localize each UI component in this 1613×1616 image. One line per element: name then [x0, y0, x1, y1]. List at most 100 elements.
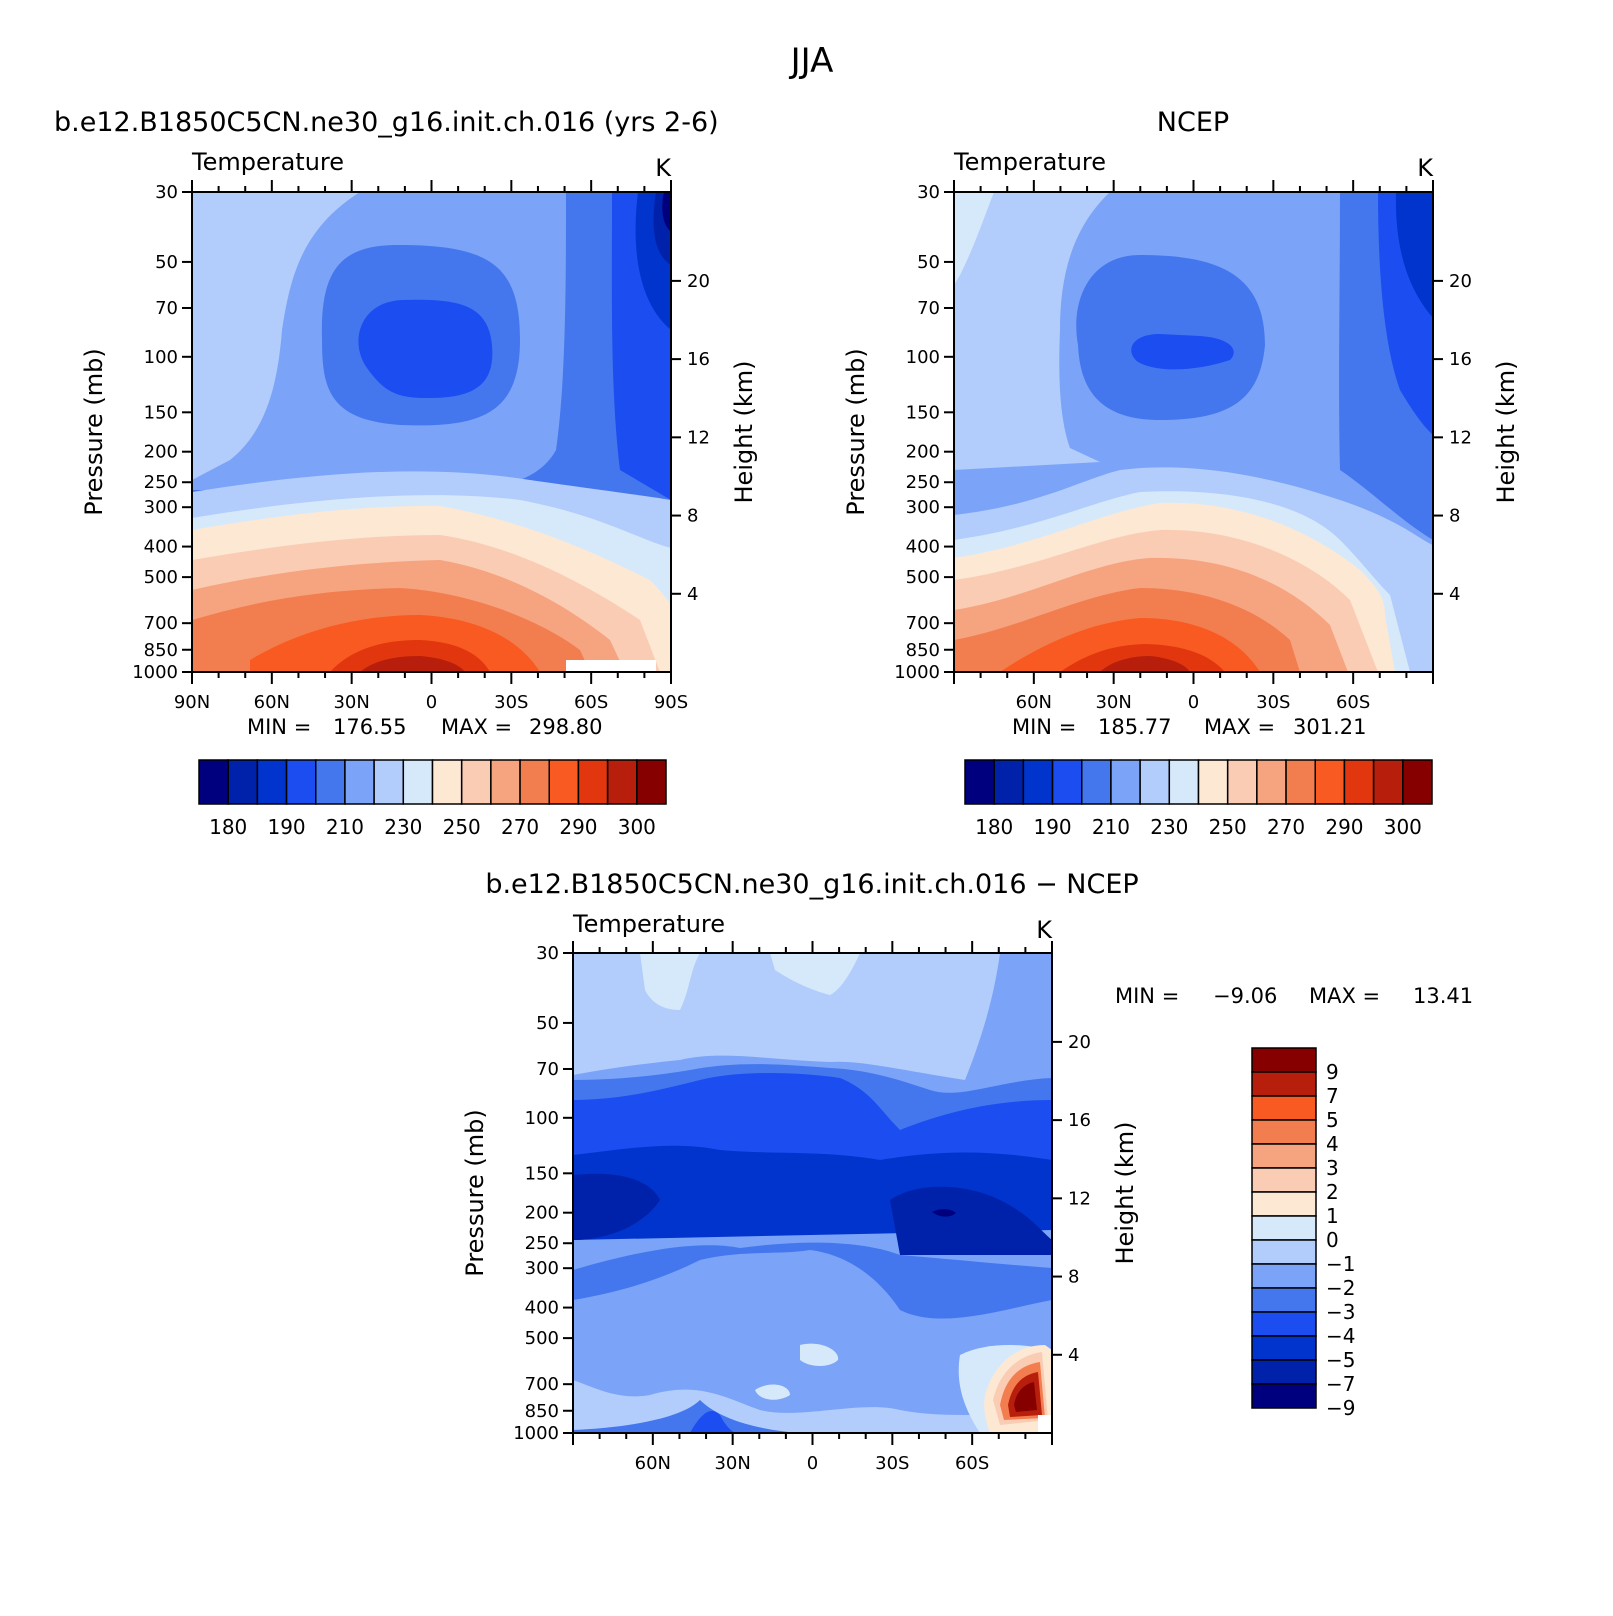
colorbar-label: 2	[1326, 1180, 1339, 1204]
y-tick-label: 70	[917, 298, 940, 319]
colorbar-label: −3	[1326, 1300, 1355, 1324]
colorbar-label: 210	[326, 815, 364, 839]
colorbar-box	[1314, 759, 1346, 805]
colorbar-box	[1251, 1191, 1317, 1217]
panel-model-contours	[192, 192, 671, 672]
y-tick-label: 100	[525, 1108, 559, 1129]
contour-band	[1131, 334, 1234, 370]
panel-ncep-contours	[954, 192, 1433, 672]
colorbar-label: 180	[975, 815, 1013, 839]
colorbar-box	[256, 759, 288, 805]
colorbar-box	[1251, 1311, 1317, 1337]
colorbar-label: 4	[1326, 1132, 1339, 1156]
y-tick-label: 700	[906, 613, 940, 634]
colorbar-label: 230	[1150, 815, 1188, 839]
colorbar-box	[1251, 1287, 1317, 1313]
y-tick-label: 850	[525, 1401, 559, 1422]
y-tick-label: 700	[144, 613, 178, 634]
y-tick-label: 70	[155, 298, 178, 319]
contour-band	[573, 1400, 800, 1433]
y-tick-label: 400	[906, 537, 940, 558]
y-tick-label: 200	[525, 1203, 559, 1224]
colorbar-box	[1051, 759, 1083, 805]
y-tick-label: 100	[144, 347, 178, 368]
panel-ncep-colorbar: 180 190 210 230 250 270 290 300	[964, 759, 1433, 839]
y-tick-label: 850	[144, 640, 178, 661]
y-tick-label: 50	[536, 1013, 559, 1034]
colorbar-box	[460, 759, 492, 805]
colorbar-label: −4	[1326, 1324, 1355, 1348]
colorbar-label: −9	[1326, 1396, 1355, 1420]
panel-difference: b.e12.B1850C5CN.ne30_g16.init.ch.016 − N…	[461, 869, 1473, 1474]
colorbar-label: 230	[384, 815, 422, 839]
colorbar-label: 7	[1326, 1084, 1339, 1108]
y-tick-label: 70	[536, 1059, 559, 1080]
contour-band	[954, 192, 1110, 470]
colorbar-box	[344, 759, 375, 805]
panel-difference-units: K	[1036, 916, 1053, 944]
panel-difference-max-label: MAX =	[1309, 984, 1380, 1008]
x-tick-label: 30S	[1256, 692, 1290, 713]
panel-difference-title: b.e12.B1850C5CN.ne30_g16.init.ch.016 − N…	[485, 869, 1138, 900]
x-tick-label: 0	[426, 692, 437, 713]
colorbar-box	[1251, 1335, 1317, 1361]
contour-band	[770, 953, 860, 995]
y-tick-label: 200	[906, 442, 940, 463]
panel-model-colorbar: 180 190 210 230 250 270 290 300	[198, 759, 667, 839]
panel-model-title: b.e12.B1850C5CN.ne30_g16.init.ch.016 (yr…	[54, 107, 719, 138]
y-right-tick-label: 8	[687, 506, 698, 527]
colorbar-label: −2	[1326, 1276, 1355, 1300]
panel-ncep-title: NCEP	[1157, 107, 1229, 138]
y-tick-label: 400	[525, 1298, 559, 1319]
colorbar-label: 190	[1033, 815, 1071, 839]
colorbar-box	[1251, 1095, 1317, 1121]
colorbar-box	[636, 759, 667, 805]
colorbar-box	[1226, 759, 1258, 805]
y-right-tick-label: 8	[1449, 506, 1460, 527]
colorbar-box	[1256, 759, 1287, 805]
colorbar-label: 180	[209, 815, 247, 839]
colorbar-label: −5	[1326, 1348, 1355, 1372]
y-tick-label: 150	[525, 1163, 559, 1184]
panel-ncep-left-string: Temperature	[953, 148, 1106, 176]
y-tick-label: 300	[906, 497, 940, 518]
colorbar-box	[402, 759, 434, 805]
missing-data	[566, 660, 656, 672]
colorbar-box	[1251, 1167, 1317, 1193]
panel-difference-max: 13.41	[1413, 984, 1473, 1008]
colorbar-label: 290	[1325, 815, 1363, 839]
colorbar-box	[1251, 1071, 1317, 1097]
colorbar-label: 190	[267, 815, 305, 839]
panel-ncep-ylabel: Pressure (mb)	[842, 348, 870, 515]
colorbar-box	[993, 759, 1025, 805]
y-right-tick-label: 12	[1449, 427, 1472, 448]
colorbar-label: −1	[1326, 1252, 1355, 1276]
panel-model-max-label: MAX =	[441, 715, 512, 739]
panel-model-min: 176.55	[333, 715, 406, 739]
colorbar-box	[964, 759, 995, 805]
x-tick-label: 30N	[714, 1453, 750, 1474]
colorbar-box	[1251, 1143, 1317, 1169]
colorbar-label: 270	[1267, 815, 1305, 839]
x-tick-label: 90N	[174, 692, 210, 713]
colorbar-box	[1285, 759, 1316, 805]
y-tick-label: 300	[525, 1258, 559, 1279]
y-tick-label: 1000	[894, 662, 940, 683]
y-tick-label: 150	[144, 402, 178, 423]
panel-difference-contours	[573, 953, 1052, 1433]
contour-band	[573, 1173, 660, 1240]
colorbar-box	[431, 759, 463, 805]
colorbar-box	[198, 759, 229, 805]
contour-band	[890, 1186, 1052, 1255]
y-tick-label: 850	[906, 640, 940, 661]
colorbar-label: 1	[1326, 1204, 1339, 1228]
colorbar-label: 270	[501, 815, 539, 839]
y-right-tick-label: 20	[687, 271, 710, 292]
y-tick-label: 250	[525, 1233, 559, 1254]
contour-band	[1014, 1382, 1037, 1412]
colorbar-label: 5	[1326, 1108, 1339, 1132]
y-tick-label: 700	[525, 1374, 559, 1395]
contour-band	[932, 1209, 956, 1217]
panel-difference-min-label: MIN =	[1115, 984, 1179, 1008]
